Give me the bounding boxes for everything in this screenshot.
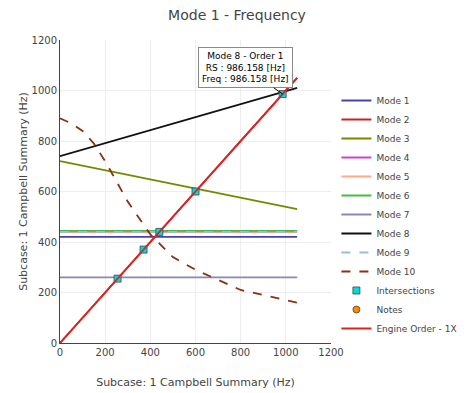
svg-text:400: 400 (38, 237, 57, 248)
svg-text:Notes: Notes (376, 305, 402, 315)
svg-text:Engine Order - 1X: Engine Order - 1X (376, 324, 456, 334)
svg-text:Mode 5: Mode 5 (376, 172, 409, 182)
svg-text:Mode 8: Mode 8 (376, 229, 409, 239)
svg-text:Subcase: 1 Campbell Summary (H: Subcase: 1 Campbell Summary (Hz) (17, 92, 30, 291)
svg-text:Mode 8 - Order 1RS : 986.158 [: Mode 8 - Order 1RS : 986.158 [Hz]Freq : … (202, 51, 289, 84)
svg-text:800: 800 (231, 347, 250, 358)
svg-text:800: 800 (38, 136, 57, 147)
svg-text:Intersections: Intersections (376, 286, 435, 296)
svg-text:1000: 1000 (273, 347, 298, 358)
svg-text:Mode 4: Mode 4 (376, 153, 409, 163)
svg-text:0: 0 (57, 347, 63, 358)
svg-text:200: 200 (96, 347, 115, 358)
svg-text:Mode 10: Mode 10 (376, 267, 415, 277)
svg-text:200: 200 (38, 287, 57, 298)
svg-text:600: 600 (38, 186, 57, 197)
svg-text:Mode 1 - Frequency: Mode 1 - Frequency (168, 7, 306, 23)
svg-text:Mode 6: Mode 6 (376, 191, 409, 201)
svg-text:Subcase: 1 Campbell Summary (H: Subcase: 1 Campbell Summary (Hz) (96, 376, 295, 389)
svg-text:Mode 3: Mode 3 (376, 134, 409, 144)
svg-text:Mode 7: Mode 7 (376, 210, 409, 220)
svg-text:600: 600 (186, 347, 205, 358)
svg-text:Mode 1: Mode 1 (376, 96, 409, 106)
svg-text:400: 400 (141, 347, 160, 358)
svg-text:1200: 1200 (318, 347, 343, 358)
svg-text:Mode 2: Mode 2 (376, 115, 409, 125)
svg-text:1000: 1000 (32, 85, 57, 96)
svg-text:0: 0 (51, 338, 57, 349)
svg-text:Mode 9: Mode 9 (376, 248, 409, 258)
svg-text:1200: 1200 (32, 35, 57, 46)
